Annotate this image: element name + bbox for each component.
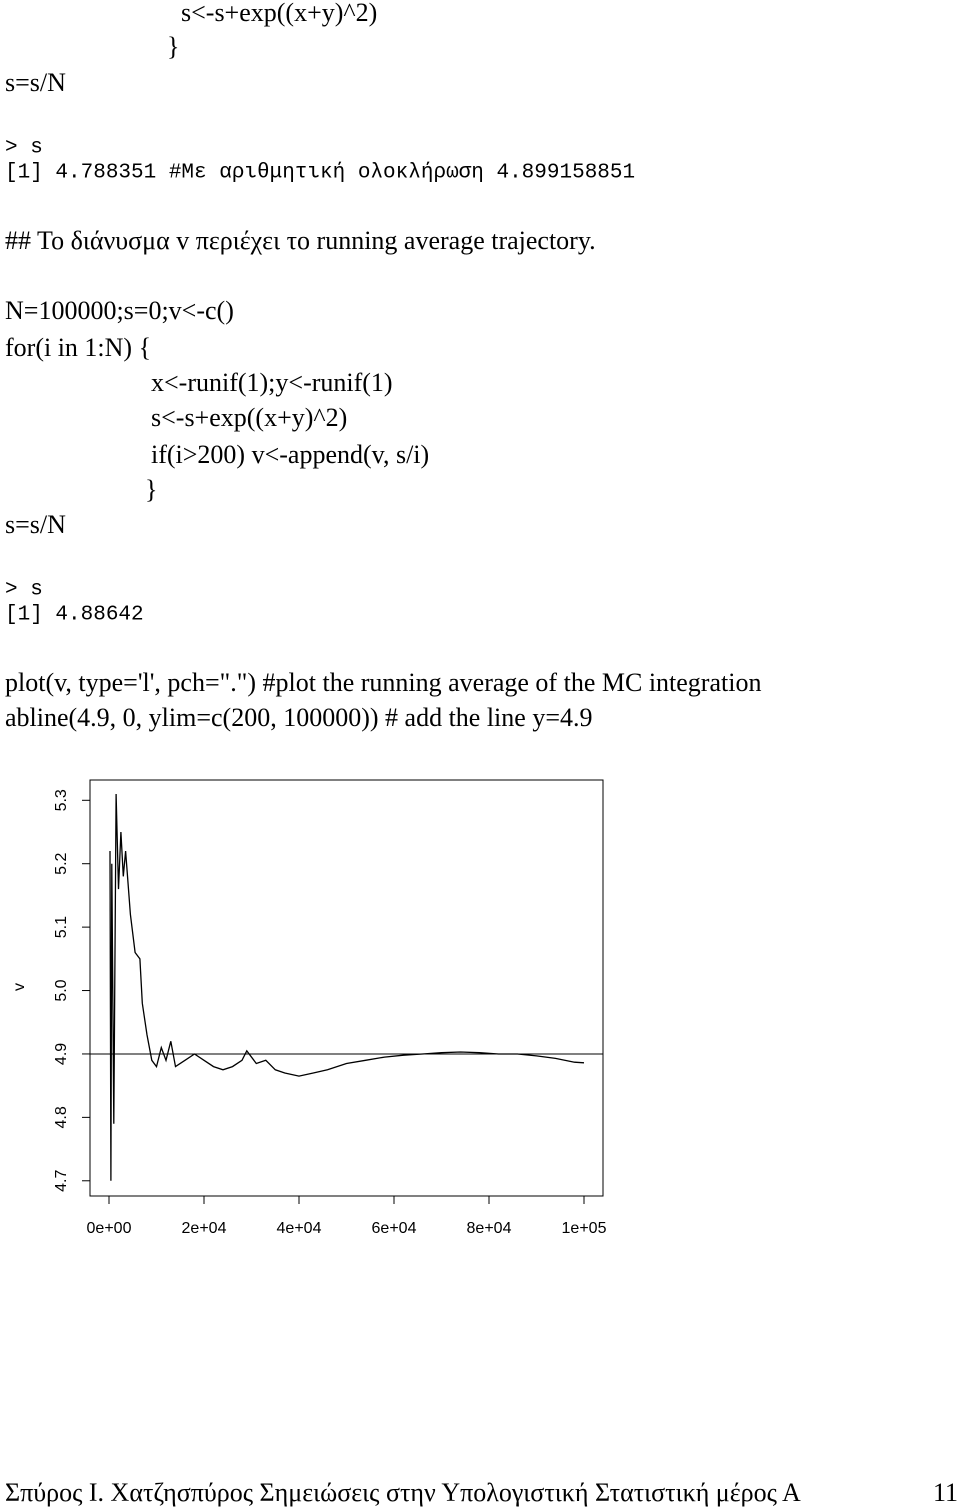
y-tick-label: 5.0 <box>53 979 70 1001</box>
text-line: > s <box>5 136 43 160</box>
y-tick-label: 4.7 <box>53 1170 70 1192</box>
y-axis-label: v <box>11 983 28 991</box>
x-tick-label: 1e+05 <box>562 1220 607 1237</box>
footer-text: Σπύρος Ι. Χατζησπύρος Σημειώσεις στην Υπ… <box>5 1478 801 1507</box>
x-tick-label: 0e+00 <box>87 1220 132 1237</box>
plot-box <box>89 779 604 1197</box>
text-line: s<-s+exp((x+y)^2) <box>151 403 348 432</box>
text-line: if(i>200) v<-append(v, s/i) <box>151 440 430 469</box>
page-number: 11 <box>933 1478 959 1507</box>
text-line: x<-runif(1);y<-runif(1) <box>151 368 393 397</box>
y-tick-label: 4.8 <box>53 1106 70 1128</box>
x-tick-label: 4e+04 <box>277 1220 322 1237</box>
x-tick-label: 2e+04 <box>182 1220 227 1237</box>
text-line: [1] 4.788351 #Με αριθμητική ολοκλήρωση 4… <box>5 161 636 185</box>
y-tick-label: 5.3 <box>53 789 70 811</box>
y-tick-label: 4.9 <box>53 1043 70 1065</box>
text-line: } <box>145 475 158 504</box>
text-line: s<-s+exp((x+y)^2) <box>181 0 378 27</box>
text-line: [1] 4.88642 <box>5 603 144 627</box>
text-line: plot(v, type='l', pch=".") #plot the run… <box>5 668 762 697</box>
text-line: ## Το διάνυσμα v περιέχει το running ave… <box>5 226 596 255</box>
chart: 4.7 4.8 4.9 5.0 5.1 5.2 5.3 0e+00 2e+04 4e+04 6e+0… <box>11 779 607 1237</box>
running-average-line <box>109 793 585 1181</box>
text-line: } <box>167 32 180 61</box>
text-line: > s <box>5 578 43 602</box>
y-tick-label: 5.2 <box>53 852 70 874</box>
x-tick-label: 8e+04 <box>467 1220 512 1237</box>
text-line: s=s/N <box>5 68 66 97</box>
text-line: abline(4.9, 0, ylim=c(200, 100000)) # ad… <box>5 703 593 732</box>
text-line: for(i in 1:N) { <box>5 333 152 362</box>
x-tick-label: 6e+04 <box>372 1220 417 1237</box>
text-line: N=100000;s=0;v<-c() <box>5 296 234 325</box>
text-line: s=s/N <box>5 510 66 539</box>
y-tick-label: 5.1 <box>53 916 70 938</box>
